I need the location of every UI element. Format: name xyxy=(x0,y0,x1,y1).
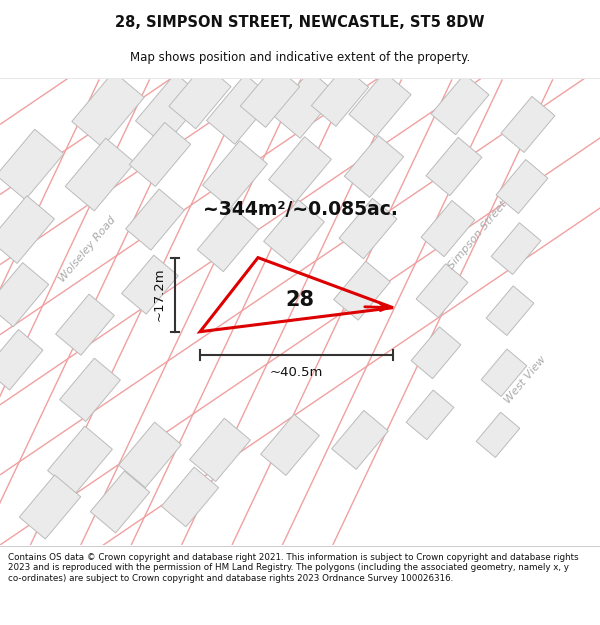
Polygon shape xyxy=(241,66,299,128)
Polygon shape xyxy=(65,138,135,211)
Polygon shape xyxy=(91,471,149,533)
Text: Simpson Street: Simpson Street xyxy=(446,199,509,271)
Polygon shape xyxy=(339,198,397,259)
Polygon shape xyxy=(421,201,475,257)
Text: 28, SIMPSON STREET, NEWCASTLE, ST5 8DW: 28, SIMPSON STREET, NEWCASTLE, ST5 8DW xyxy=(115,15,485,30)
Polygon shape xyxy=(491,222,541,274)
Polygon shape xyxy=(272,71,337,138)
Polygon shape xyxy=(122,255,178,314)
Text: Contains OS data © Crown copyright and database right 2021. This information is : Contains OS data © Crown copyright and d… xyxy=(8,553,578,582)
Polygon shape xyxy=(263,200,325,263)
Polygon shape xyxy=(161,467,218,527)
Polygon shape xyxy=(476,412,520,458)
Polygon shape xyxy=(260,414,319,476)
Text: ~17.2m: ~17.2m xyxy=(152,268,166,321)
Polygon shape xyxy=(0,196,55,263)
Polygon shape xyxy=(72,72,144,148)
Polygon shape xyxy=(486,286,534,336)
Polygon shape xyxy=(406,390,454,439)
Polygon shape xyxy=(56,294,115,355)
Polygon shape xyxy=(169,64,231,129)
Text: 28: 28 xyxy=(286,289,314,309)
Polygon shape xyxy=(431,74,489,134)
Polygon shape xyxy=(332,411,388,469)
Polygon shape xyxy=(496,159,548,214)
Polygon shape xyxy=(0,329,43,390)
Polygon shape xyxy=(311,66,368,126)
Polygon shape xyxy=(59,358,121,421)
Polygon shape xyxy=(197,208,259,272)
Polygon shape xyxy=(344,136,404,198)
Text: West View: West View xyxy=(502,354,548,405)
Polygon shape xyxy=(136,73,205,146)
Polygon shape xyxy=(501,96,555,152)
Text: ~344m²/~0.085ac.: ~344m²/~0.085ac. xyxy=(203,200,397,219)
Text: ~40.5m: ~40.5m xyxy=(270,366,323,379)
Polygon shape xyxy=(481,349,527,396)
Polygon shape xyxy=(0,262,49,327)
Polygon shape xyxy=(130,122,191,186)
Text: Map shows position and indicative extent of the property.: Map shows position and indicative extent… xyxy=(130,51,470,64)
Polygon shape xyxy=(203,141,268,208)
Polygon shape xyxy=(119,422,181,488)
Polygon shape xyxy=(206,74,274,144)
Polygon shape xyxy=(334,261,391,320)
Polygon shape xyxy=(19,475,80,539)
Polygon shape xyxy=(269,137,331,202)
Polygon shape xyxy=(0,129,64,200)
Polygon shape xyxy=(190,418,250,481)
Polygon shape xyxy=(47,426,112,494)
Polygon shape xyxy=(416,264,468,318)
Polygon shape xyxy=(349,72,411,137)
Text: Wolseley Road: Wolseley Road xyxy=(58,215,118,284)
Polygon shape xyxy=(125,189,184,250)
Polygon shape xyxy=(426,138,482,196)
Polygon shape xyxy=(411,327,461,379)
